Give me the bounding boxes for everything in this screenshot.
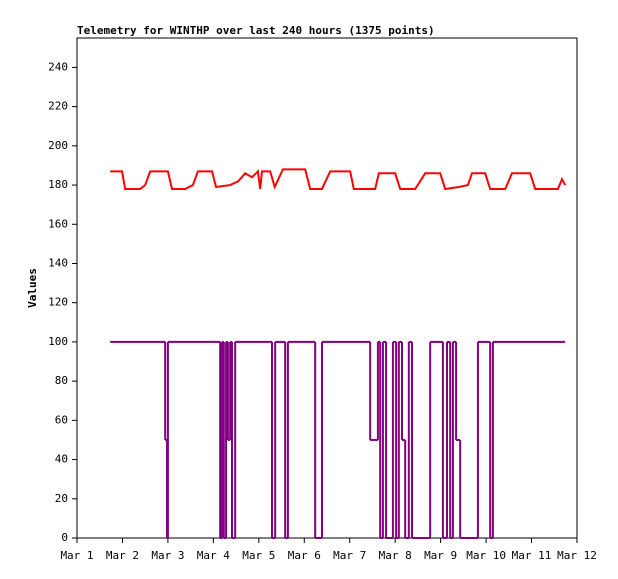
y-tick-label: 60 bbox=[55, 413, 68, 426]
x-tick-label: Mar 5 bbox=[242, 549, 275, 562]
y-tick-label: 220 bbox=[48, 100, 68, 113]
y-tick-label: 100 bbox=[48, 335, 68, 348]
x-tick-label: Mar 11 bbox=[512, 549, 552, 562]
y-tick-label: 180 bbox=[48, 178, 68, 191]
x-tick-label: Mar 10 bbox=[466, 549, 506, 562]
y-tick-label: 40 bbox=[55, 453, 68, 466]
y-tick-label: 240 bbox=[48, 60, 68, 73]
y-tick-label: 160 bbox=[48, 217, 68, 230]
x-tick-label: Mar 4 bbox=[197, 549, 230, 562]
y-tick-label: 120 bbox=[48, 296, 68, 309]
y-tick-label: 200 bbox=[48, 139, 68, 152]
x-tick-label: Mar 2 bbox=[106, 549, 139, 562]
y-tick-label: 140 bbox=[48, 256, 68, 269]
plot-frame bbox=[76, 37, 578, 539]
y-tick-label: 0 bbox=[61, 531, 68, 544]
y-tick-label: 20 bbox=[55, 492, 68, 505]
x-tick-label: Mar 1 bbox=[60, 549, 93, 562]
x-tick-label: Mar 6 bbox=[288, 549, 321, 562]
x-tick-label: Mar 7 bbox=[333, 549, 366, 562]
chart-title: Telemetry for WINTHP over last 240 hours… bbox=[77, 24, 435, 37]
series-line bbox=[110, 168, 567, 191]
y-tick-label: 80 bbox=[55, 374, 68, 387]
x-tick-label: Mar 8 bbox=[379, 549, 412, 562]
x-tick-label: Mar 3 bbox=[151, 549, 184, 562]
y-axis-label: Values bbox=[26, 268, 39, 308]
x-tick-label: Mar 12 bbox=[557, 549, 597, 562]
x-tick-label: Mar 9 bbox=[424, 549, 457, 562]
